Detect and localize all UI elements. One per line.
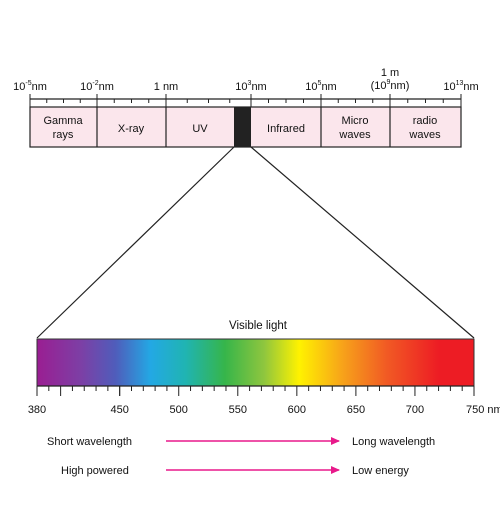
- spectrum-axis-label: 380: [28, 404, 46, 416]
- region-label: X-ray: [118, 123, 145, 135]
- scale-tick-label: 10-2nm: [80, 80, 114, 93]
- region-label: UV: [192, 123, 208, 135]
- legend-low-energy: Low energy: [352, 465, 409, 477]
- region-dividers: [96, 107, 391, 147]
- scale-tick-label: 10-5nm: [13, 80, 47, 93]
- region-label: radio waves: [408, 115, 441, 141]
- visible-light-title: Visible light: [229, 320, 288, 332]
- visible-band-marker: [234, 107, 251, 147]
- scale-tick-label: 103nm: [235, 80, 266, 93]
- spectrum-axis-label: 500: [170, 404, 188, 416]
- spectrum-axis-labels: 380 450 500 550 600 650 700 750 nm: [28, 404, 500, 416]
- scale-tick-labels: 10-5nm 10-2nm 1 nm 103nm 105nm 1 m(109nm) 1013…: [13, 67, 479, 93]
- spectrum-ticks: [36, 386, 475, 396]
- scale-tick-label: 1013nm: [443, 80, 478, 93]
- zoom-line-right: [250, 146, 475, 339]
- spectrum-axis-label: 600: [288, 404, 306, 416]
- scale-tick-label: 105nm: [305, 80, 336, 93]
- spectrum-axis-label: 550: [229, 404, 247, 416]
- spectrum-axis-label: 650: [347, 404, 365, 416]
- region-label: Infrared: [267, 123, 305, 135]
- region-labels: Gamma rays X-ray UV Infrared Micro waves radio w…: [43, 115, 441, 141]
- visible-spectrum-bar: [36, 338, 475, 387]
- spectrum-axis-label: 700: [406, 404, 424, 416]
- legend-high-powered: High powered: [61, 465, 129, 477]
- legend-long-wavelength: Long wavelength: [352, 436, 435, 448]
- spectrum-axis-label: 750 nm: [466, 404, 500, 416]
- legend-short-wavelength: Short wavelength: [47, 436, 132, 448]
- region-label: Micro waves: [338, 115, 371, 141]
- scale-tick-sublabel: (109nm): [371, 79, 410, 92]
- zoom-line-left: [36, 146, 235, 339]
- spectrum-axis-label: 450: [110, 404, 128, 416]
- scale-tick-label: 1 nm: [154, 81, 178, 93]
- scale-tick-label: 1 m: [381, 67, 399, 79]
- scale-minor-ticks: [29, 94, 462, 107]
- region-label: Gamma rays: [43, 115, 83, 141]
